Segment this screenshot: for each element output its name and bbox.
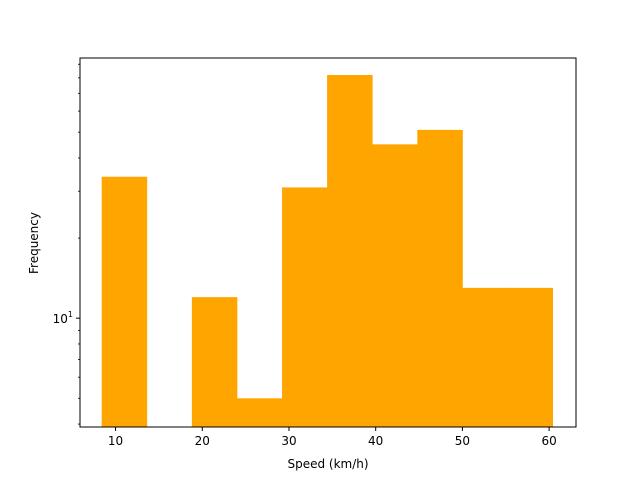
bars-group bbox=[101, 75, 553, 427]
x-tick-label: 50 bbox=[455, 434, 470, 448]
plot-frame bbox=[79, 57, 577, 428]
histogram-bar-2 bbox=[191, 297, 238, 427]
histogram-bar-4 bbox=[282, 187, 328, 427]
x-tick-label: 20 bbox=[195, 434, 210, 448]
x-axis-label: Speed (km/h) bbox=[287, 457, 368, 471]
histogram-bar-3 bbox=[236, 398, 283, 427]
histogram-bar-6 bbox=[372, 144, 418, 427]
y-tick-label: 101 bbox=[53, 310, 73, 326]
x-tick-label: 30 bbox=[281, 434, 296, 448]
x-tick-label: 60 bbox=[541, 434, 556, 448]
x-tick-label: 40 bbox=[368, 434, 383, 448]
x-tick-label: 10 bbox=[108, 434, 123, 448]
histogram-bar-0 bbox=[101, 176, 148, 427]
x-axis-ticks: 10 20 30 40 50 60 bbox=[108, 427, 557, 448]
histogram-bar-8 bbox=[462, 287, 508, 427]
y-axis-label: Frequency bbox=[27, 212, 41, 274]
histogram-bar-7 bbox=[417, 129, 463, 427]
histogram-bar-9 bbox=[507, 287, 553, 427]
histogram-bar-5 bbox=[327, 75, 373, 427]
